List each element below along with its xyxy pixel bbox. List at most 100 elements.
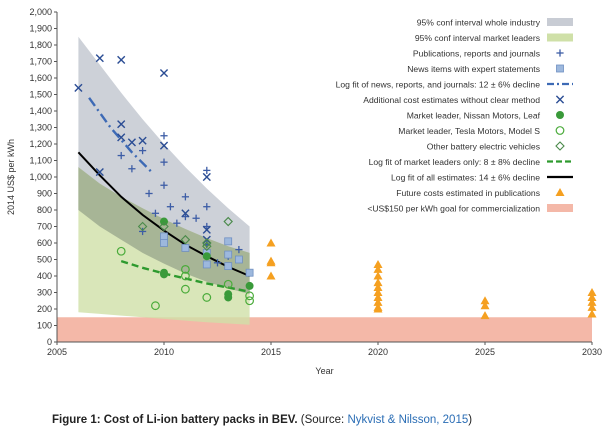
point-additional-9-b [181, 209, 190, 218]
point-future-8 [373, 283, 383, 292]
point-news-1 [160, 239, 168, 247]
legend-marker-publications [556, 49, 564, 57]
point-publications-9 [173, 219, 181, 227]
y-tick-label-5: 500 [37, 255, 52, 265]
legend-marker-leaders_band [547, 33, 573, 42]
point-additional-2 [117, 55, 126, 64]
caption-source-prefix: (Source: [297, 414, 348, 426]
legend-marker-additional-b [555, 95, 565, 104]
point-publications-3 [145, 189, 153, 198]
legend-label-industry_band: 95% conf interval whole industry [417, 18, 541, 28]
legend-marker-future [555, 188, 565, 196]
point-additional-5 [117, 133, 126, 142]
goal-band [57, 317, 592, 342]
point-additional-8-b [159, 141, 169, 150]
point-tesla-0 [116, 246, 126, 256]
legend-label-future: Future costs estimated in publications [396, 188, 540, 198]
point-tesla-4 [180, 284, 190, 294]
y-tick-label-9: 900 [37, 189, 52, 199]
legend-label-publications: Publications, reports and journals [413, 49, 540, 59]
point-future-10 [373, 292, 383, 301]
point-future-6 [373, 271, 383, 280]
legend-marker-additional [555, 95, 565, 104]
point-additional-8 [159, 141, 169, 150]
point-future-17 [587, 288, 597, 296]
caption-source-link[interactable]: Nykvist & Nilsson, 2015 [347, 414, 469, 426]
point-future-20 [587, 302, 597, 311]
y-tick-label-2: 200 [37, 304, 52, 314]
legend-label-other: Other battery electric vehicles [427, 142, 540, 152]
y-tick-label-16: 1,600 [29, 73, 52, 83]
point-future-4 [373, 259, 383, 268]
point-future-0 [266, 238, 276, 247]
point-additional-2-b [117, 55, 126, 64]
legend-label-news: News items with expert statements [407, 64, 540, 74]
legend-label-log_fit_leaders: Log fit of market leaders only: 8 ± 8% d… [369, 157, 541, 167]
point-future-11 [373, 297, 383, 306]
point-future-9 [373, 288, 383, 296]
point-tesla-7 [245, 296, 255, 306]
y-tick-label-4: 400 [37, 271, 52, 281]
point-tesla-8 [245, 291, 255, 301]
point-publications-2 [139, 147, 147, 155]
point-publications-5 [160, 132, 168, 140]
point-additional-3 [127, 138, 136, 147]
legend-marker-nissan [556, 111, 564, 119]
legend-marker-goal [547, 204, 573, 212]
y-tick-label-15: 1,500 [29, 90, 52, 100]
point-additional-7 [159, 68, 169, 78]
caption-title: Figure 1: Cost of Li-ion battery packs i… [52, 414, 298, 426]
point-other-2 [180, 234, 191, 245]
point-news-0 [160, 232, 168, 241]
point-future-5 [373, 264, 383, 273]
point-publications-13 [192, 214, 200, 222]
y-tick-label-1: 100 [37, 321, 52, 331]
y-tick-label-0: 0 [47, 337, 52, 347]
point-additional-11-b [202, 225, 211, 234]
point-additional-0-b [74, 83, 83, 92]
x-tick-label-4: 2025 [475, 347, 495, 357]
point-future-14 [480, 296, 490, 305]
point-publications-15 [203, 203, 211, 211]
legend-label-log_fit_news: Log fit of news, reports, and journals: … [336, 80, 541, 90]
legend-label-log_fit_all: Log fit of all estimates: 14 ± 6% declin… [391, 173, 540, 183]
point-future-3 [266, 256, 276, 265]
point-tesla-6 [223, 279, 233, 289]
point-nissan-6 [245, 281, 254, 290]
y-tick-label-11: 1,100 [29, 156, 52, 166]
point-additional-11 [202, 225, 211, 234]
point-publications-0 [117, 151, 125, 160]
legend-label-additional: Additional cost estimates without clear … [363, 95, 540, 105]
point-publications-8 [166, 203, 175, 211]
point-additional-6-b [138, 136, 147, 145]
point-additional-1 [95, 54, 104, 63]
fit-log_fit_news [88, 97, 155, 175]
y-tick-label-12: 1,200 [29, 139, 52, 149]
x-tick-label-0: 2005 [47, 347, 67, 357]
point-nissan-0 [160, 217, 168, 226]
y-tick-label-18: 1,800 [29, 40, 52, 50]
point-additional-4-b [117, 120, 126, 129]
point-tesla-3 [180, 271, 190, 281]
legend-label-goal: <US$150 per kWh goal for commercializati… [367, 204, 540, 214]
y-tick-label-10: 1,000 [29, 172, 52, 182]
legend-marker-industry_band [547, 18, 573, 26]
y-tick-label-19: 1,900 [29, 24, 52, 34]
y-tick-label-20: 2,000 [29, 7, 52, 17]
point-publications-22 [139, 227, 147, 236]
point-additional-13 [95, 167, 104, 177]
point-publications-18 [213, 259, 222, 267]
point-additional-5-b [117, 133, 126, 142]
point-additional-7-b [159, 68, 169, 78]
figure-caption: Figure 1: Cost of Li-ion battery packs i… [52, 414, 592, 426]
point-nissan-3 [202, 252, 211, 261]
point-additional-13-b [95, 167, 104, 177]
legend-label-nissan: Market leader, Nissan Motors, Leaf [407, 111, 541, 121]
point-publications-6 [160, 158, 168, 166]
point-news-8 [234, 255, 243, 264]
point-publications-21 [235, 246, 243, 254]
point-news-6 [224, 250, 233, 259]
point-future-15 [480, 301, 490, 310]
point-future-18 [587, 292, 597, 301]
point-other-3 [202, 238, 212, 248]
